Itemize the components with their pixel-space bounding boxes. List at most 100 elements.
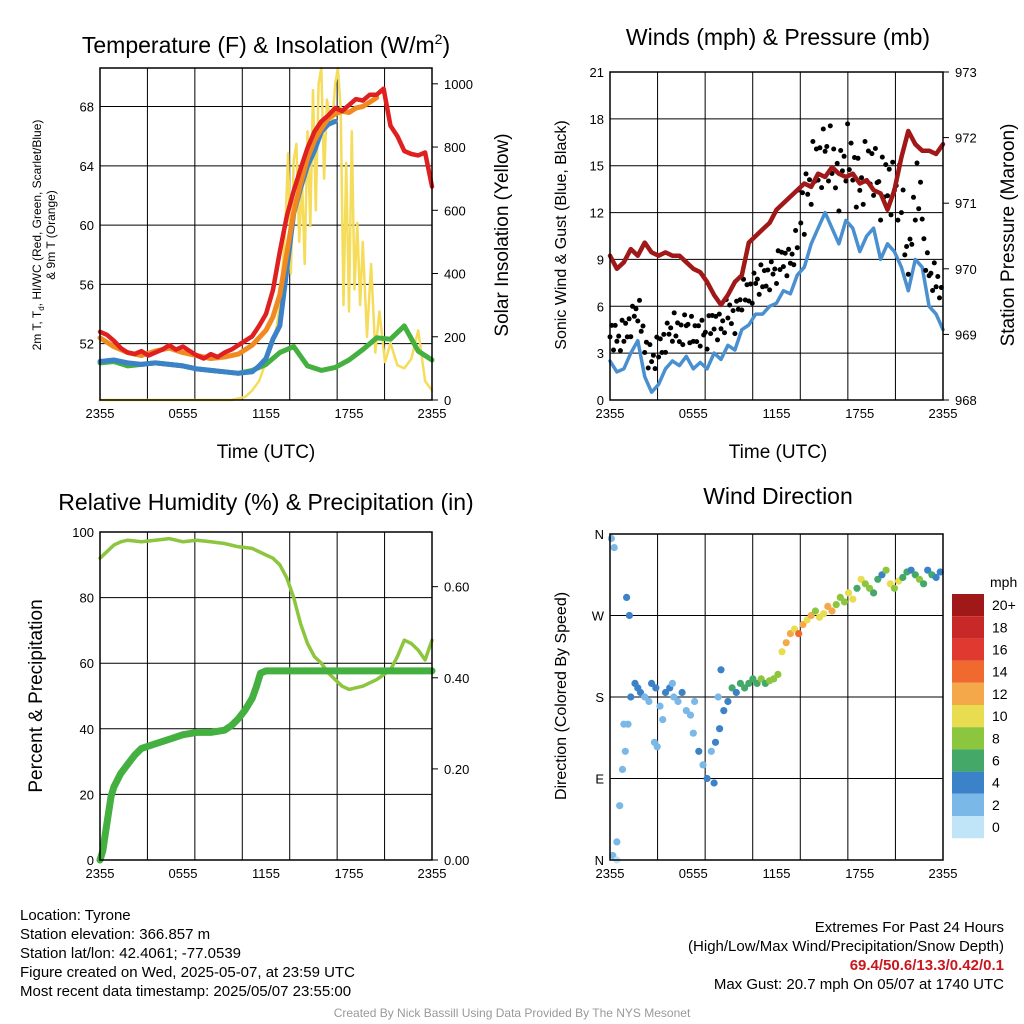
temperature-ylabel-right: Solar Insolation (Yellow): [492, 133, 513, 336]
gust-point: [650, 352, 656, 358]
direction-point: [621, 747, 629, 755]
credit-line: Created By Nick Bassill Using Data Provi…: [333, 1006, 691, 1020]
direction-point: [653, 743, 661, 751]
gust-point: [834, 160, 840, 166]
gust-point: [924, 250, 930, 256]
x-tick-label: 1155: [252, 406, 280, 421]
temperature-panel: Temperature (F) & Insolation (W/m2) Time…: [30, 31, 513, 463]
gust-point: [928, 270, 934, 276]
gust-point: [810, 139, 816, 144]
gust-point: [612, 322, 618, 328]
direction-point: [874, 575, 882, 583]
gust-point: [794, 245, 800, 251]
gust-point: [732, 331, 738, 337]
direction-point: [770, 675, 778, 683]
extremes-subtitle: (High/Low/Max Wind/Precipitation/Snow De…: [688, 938, 1004, 955]
y-tick-label-left: 12: [590, 206, 604, 221]
gust-point: [621, 338, 627, 344]
plot-frame: [609, 533, 944, 861]
direction-point: [618, 765, 627, 774]
direction-point: [610, 544, 618, 552]
legend-swatch: [952, 771, 984, 794]
direction-point: [811, 607, 820, 615]
temperature-ylabel-left-line2: & 9m T (Orange): [44, 190, 58, 280]
gust-point: [756, 291, 762, 297]
y-tick-label-left: 100: [72, 525, 94, 540]
gust-point: [798, 220, 804, 226]
y-tick-label-left: 20: [80, 787, 94, 802]
extremes-title: Extremes For Past 24 Hours: [814, 919, 1004, 936]
gust-point: [839, 168, 845, 174]
y-tick-label-right: 971: [955, 196, 977, 211]
y-tick-label-left: N: [595, 527, 604, 542]
x-tick-label: 0555: [169, 866, 198, 881]
plot-frame: [99, 531, 433, 861]
gust-point: [918, 179, 923, 185]
direction-point: [689, 729, 697, 737]
gust-point: [900, 187, 906, 193]
gust-point: [872, 146, 878, 151]
series-pressure: [607, 128, 946, 308]
x-tick-label: 0555: [679, 866, 708, 881]
direction-point: [714, 693, 722, 701]
gust-point: [763, 283, 769, 289]
legend-swatch: [952, 793, 984, 816]
legend-swatch: [952, 749, 984, 772]
gust-point: [902, 252, 908, 258]
temperature-xlabel: Time (UTC): [217, 442, 316, 463]
direction-point: [782, 639, 790, 647]
direction-point: [623, 593, 631, 602]
y-tick-label-right: 972: [955, 131, 977, 146]
gust-point: [782, 250, 788, 256]
y-tick-label-left: N: [595, 853, 604, 868]
gust-point: [633, 306, 639, 312]
gust-point: [923, 267, 929, 273]
gust-point: [857, 187, 863, 193]
gust-point: [748, 281, 753, 287]
direction-title: Wind Direction: [703, 483, 853, 509]
gust-point: [697, 343, 703, 349]
gust-point: [853, 204, 859, 210]
direction-point: [840, 598, 849, 606]
gust-point: [702, 329, 708, 335]
gust-point: [676, 339, 682, 345]
gust-point: [673, 333, 679, 339]
temperature-ylabel-left: 2m T, Td, HI/WC (Red, Green, Scarlet/Blu…: [30, 120, 46, 351]
x-tick-label: 1155: [763, 406, 791, 421]
legend-label: 2: [992, 797, 1000, 813]
legend-label: 14: [992, 664, 1008, 680]
humidity-title: Relative Humidity (%) & Precipitation (i…: [58, 489, 473, 515]
direction-point: [710, 779, 718, 787]
gust-point: [770, 271, 776, 277]
gust-point: [819, 185, 825, 191]
legend-swatch: [952, 660, 984, 683]
gust-point: [859, 175, 864, 181]
gust-point: [855, 155, 861, 161]
direction-point: [828, 607, 836, 615]
gust-point: [647, 342, 653, 348]
gust-point: [808, 201, 814, 207]
gust-point: [711, 326, 717, 332]
gust-point: [845, 121, 851, 127]
direction-point: [915, 575, 924, 583]
direction-point: [778, 648, 786, 656]
gust-point: [739, 307, 745, 313]
y-tick-label-left: S: [595, 690, 604, 705]
gust-point: [708, 331, 714, 337]
y-tick-label-left: 52: [80, 337, 94, 352]
y-tick-label-left: 40: [80, 722, 94, 737]
series-temp9m: [97, 95, 380, 361]
x-tick-label: 2355: [596, 866, 625, 881]
direction-point: [936, 568, 944, 576]
direction-point: [924, 566, 932, 574]
gust-point: [619, 317, 625, 323]
direction-point: [636, 688, 645, 697]
gust-point: [793, 228, 799, 233]
gust-point: [895, 217, 901, 223]
gust-point: [643, 339, 649, 345]
y-tick-label-left: 60: [80, 656, 94, 671]
direction-point: [652, 684, 660, 692]
x-tick-label: 0555: [679, 406, 708, 421]
legend-swatch: [952, 816, 984, 839]
y-tick-label-left: 64: [80, 159, 94, 174]
